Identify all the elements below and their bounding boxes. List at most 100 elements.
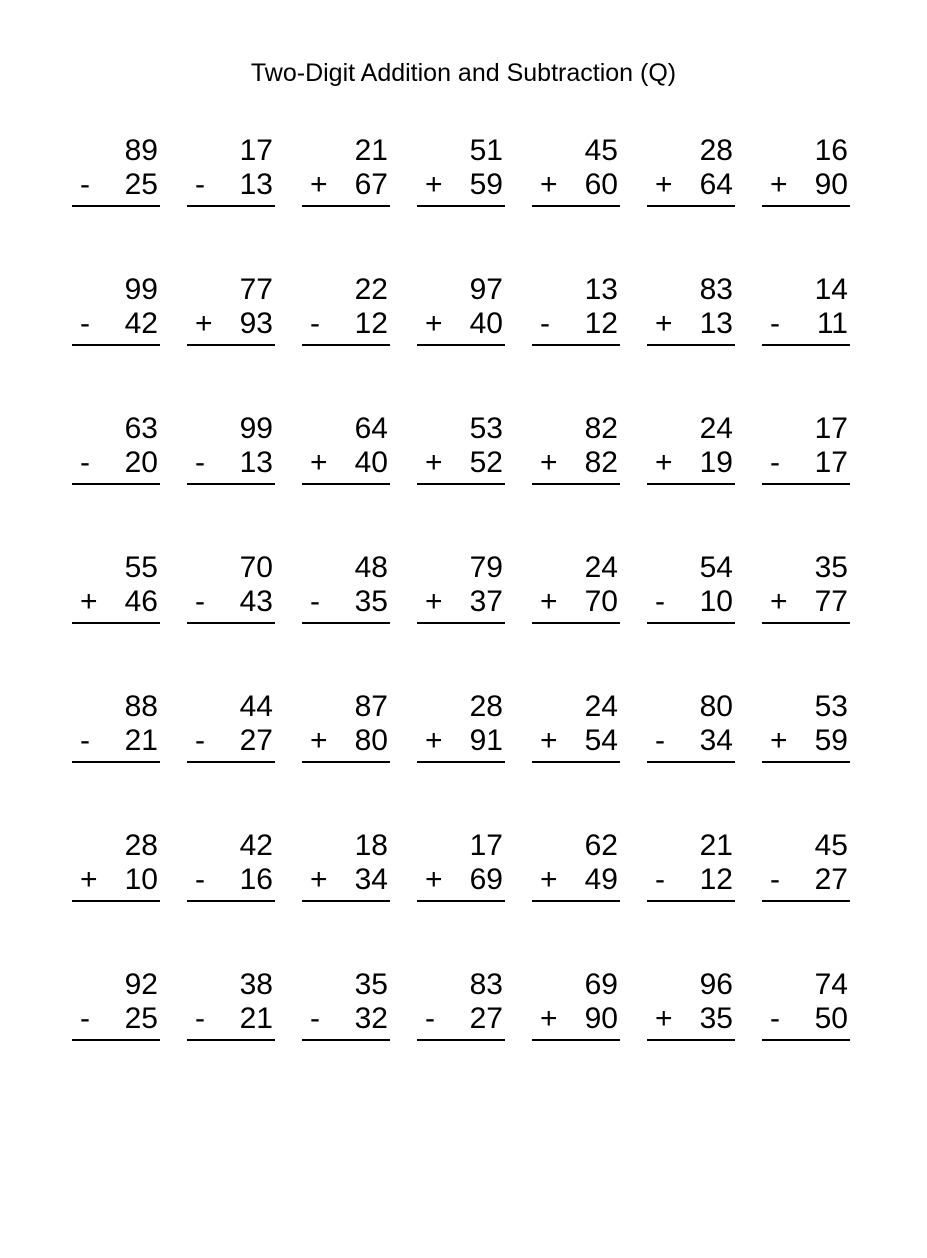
bottom-operand-row: - 20 bbox=[72, 446, 160, 480]
top-operand: 77 bbox=[239, 273, 273, 306]
bottom-operand-row: - 27 bbox=[417, 1002, 505, 1036]
top-operand: 87 bbox=[354, 690, 388, 723]
answer-line bbox=[647, 205, 735, 207]
top-operand-row: 17 bbox=[187, 134, 275, 168]
math-problem: 63 - 20 bbox=[72, 412, 160, 485]
top-operand: 28 bbox=[469, 690, 503, 723]
bottom-operand-row: - 35 bbox=[302, 585, 390, 619]
bottom-operand-row: - 12 bbox=[647, 863, 735, 897]
top-operand: 83 bbox=[469, 968, 503, 1001]
operator-sign: - bbox=[195, 863, 205, 896]
bottom-operand-row: + 64 bbox=[647, 168, 735, 202]
operator-sign: + bbox=[540, 585, 558, 618]
bottom-operand-row: - 34 bbox=[647, 724, 735, 758]
math-problem: 24 + 54 bbox=[532, 690, 620, 763]
top-operand-row: 77 bbox=[187, 273, 275, 307]
operator-sign: - bbox=[655, 724, 665, 757]
bottom-operand: 13 bbox=[239, 446, 273, 479]
bottom-operand: 21 bbox=[124, 724, 158, 757]
answer-line bbox=[532, 483, 620, 485]
bottom-operand-row: - 21 bbox=[187, 1002, 275, 1036]
bottom-operand-row: + 77 bbox=[762, 585, 850, 619]
top-operand: 51 bbox=[469, 134, 503, 167]
bottom-operand: 46 bbox=[124, 585, 158, 618]
bottom-operand-row: + 37 bbox=[417, 585, 505, 619]
operator-sign: - bbox=[310, 585, 320, 618]
operator-sign: - bbox=[80, 446, 90, 479]
math-problem: 82 + 82 bbox=[532, 412, 620, 485]
math-problem: 62 + 49 bbox=[532, 829, 620, 902]
top-operand-row: 89 bbox=[72, 134, 160, 168]
answer-line bbox=[532, 761, 620, 763]
math-problem: 18 + 34 bbox=[302, 829, 390, 902]
top-operand-row: 62 bbox=[532, 829, 620, 863]
top-operand: 96 bbox=[699, 968, 733, 1001]
bottom-operand: 54 bbox=[584, 724, 618, 757]
bottom-operand: 70 bbox=[584, 585, 618, 618]
top-operand: 35 bbox=[354, 968, 388, 1001]
bottom-operand-row: + 10 bbox=[72, 863, 160, 897]
bottom-operand-row: + 34 bbox=[302, 863, 390, 897]
math-problem: 97 + 40 bbox=[417, 273, 505, 346]
answer-line bbox=[187, 1039, 275, 1041]
bottom-operand: 12 bbox=[354, 307, 388, 340]
answer-line bbox=[762, 761, 850, 763]
operator-sign: + bbox=[310, 863, 328, 896]
bottom-operand-row: + 35 bbox=[647, 1002, 735, 1036]
operator-sign: - bbox=[770, 446, 780, 479]
top-operand-row: 83 bbox=[417, 968, 505, 1002]
top-operand-row: 74 bbox=[762, 968, 850, 1002]
answer-line bbox=[762, 205, 850, 207]
top-operand: 99 bbox=[124, 273, 158, 306]
answer-line bbox=[187, 622, 275, 624]
bottom-operand: 69 bbox=[469, 863, 503, 896]
top-operand-row: 28 bbox=[647, 134, 735, 168]
math-problem: 35 + 77 bbox=[762, 551, 850, 624]
answer-line bbox=[532, 900, 620, 902]
bottom-operand: 35 bbox=[354, 585, 388, 618]
bottom-operand-row: - 43 bbox=[187, 585, 275, 619]
math-problem: 17 + 69 bbox=[417, 829, 505, 902]
bottom-operand: 27 bbox=[814, 863, 848, 896]
top-operand: 28 bbox=[124, 829, 158, 862]
answer-line bbox=[647, 483, 735, 485]
bottom-operand: 16 bbox=[239, 863, 273, 896]
top-operand: 53 bbox=[469, 412, 503, 445]
operator-sign: - bbox=[770, 307, 780, 340]
top-operand: 69 bbox=[584, 968, 618, 1001]
operator-sign: + bbox=[425, 446, 443, 479]
math-problem: 28 + 91 bbox=[417, 690, 505, 763]
math-problem: 45 - 27 bbox=[762, 829, 850, 902]
top-operand: 17 bbox=[469, 829, 503, 862]
math-problem: 64 + 40 bbox=[302, 412, 390, 485]
answer-line bbox=[417, 622, 505, 624]
bottom-operand-row: + 52 bbox=[417, 446, 505, 480]
top-operand: 14 bbox=[814, 273, 848, 306]
top-operand: 70 bbox=[239, 551, 273, 584]
top-operand-row: 51 bbox=[417, 134, 505, 168]
top-operand: 89 bbox=[124, 134, 158, 167]
bottom-operand: 50 bbox=[814, 1002, 848, 1035]
answer-line bbox=[762, 1039, 850, 1041]
bottom-operand-row: + 69 bbox=[417, 863, 505, 897]
top-operand-row: 24 bbox=[647, 412, 735, 446]
bottom-operand-row: - 10 bbox=[647, 585, 735, 619]
answer-line bbox=[647, 344, 735, 346]
bottom-operand: 32 bbox=[354, 1002, 388, 1035]
answer-line bbox=[302, 622, 390, 624]
math-problem: 48 - 35 bbox=[302, 551, 390, 624]
answer-line bbox=[72, 761, 160, 763]
math-problem: 51 + 59 bbox=[417, 134, 505, 207]
top-operand-row: 55 bbox=[72, 551, 160, 585]
top-operand-row: 92 bbox=[72, 968, 160, 1002]
operator-sign: + bbox=[540, 863, 558, 896]
top-operand: 17 bbox=[814, 412, 848, 445]
operator-sign: - bbox=[195, 168, 205, 201]
bottom-operand: 60 bbox=[584, 168, 618, 201]
bottom-operand: 42 bbox=[124, 307, 158, 340]
bottom-operand-row: + 60 bbox=[532, 168, 620, 202]
bottom-operand: 52 bbox=[469, 446, 503, 479]
answer-line bbox=[72, 1039, 160, 1041]
operator-sign: + bbox=[770, 724, 788, 757]
answer-line bbox=[647, 900, 735, 902]
